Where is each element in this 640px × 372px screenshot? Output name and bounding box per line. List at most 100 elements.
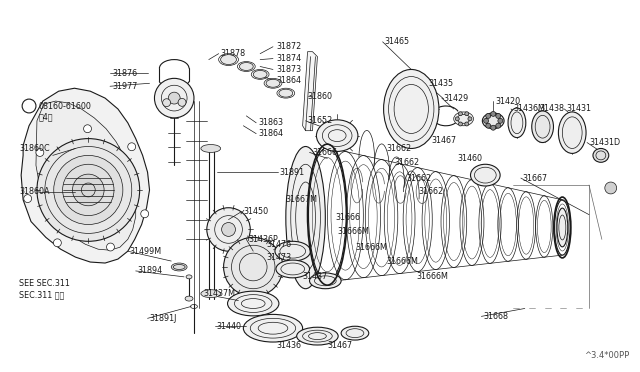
Text: B: B xyxy=(26,103,31,109)
Ellipse shape xyxy=(341,326,369,340)
Text: 31436M: 31436M xyxy=(513,105,545,113)
Text: 31864: 31864 xyxy=(276,76,301,85)
Polygon shape xyxy=(36,101,136,250)
Text: 31878: 31878 xyxy=(221,49,246,58)
Circle shape xyxy=(496,123,500,128)
Ellipse shape xyxy=(279,89,292,97)
Text: ^3.4*00PP: ^3.4*00PP xyxy=(584,352,629,360)
Ellipse shape xyxy=(316,120,358,151)
Text: 08160-61600: 08160-61600 xyxy=(39,102,92,110)
Ellipse shape xyxy=(532,111,554,142)
Circle shape xyxy=(54,155,123,225)
Circle shape xyxy=(168,92,180,104)
Circle shape xyxy=(24,195,31,202)
Text: 31860: 31860 xyxy=(308,92,333,101)
Text: 31874: 31874 xyxy=(276,54,301,63)
Text: 31667: 31667 xyxy=(523,174,548,183)
Text: 31666M: 31666M xyxy=(387,257,419,266)
Ellipse shape xyxy=(297,327,338,345)
Ellipse shape xyxy=(559,112,586,153)
Circle shape xyxy=(486,123,491,128)
Text: （4）: （4） xyxy=(39,112,53,121)
Polygon shape xyxy=(303,52,317,131)
Ellipse shape xyxy=(266,79,280,87)
Text: 31863: 31863 xyxy=(258,118,283,127)
Text: 31873: 31873 xyxy=(276,65,301,74)
Ellipse shape xyxy=(557,208,568,247)
Text: 31467: 31467 xyxy=(431,136,456,145)
Text: 31437M: 31437M xyxy=(204,289,236,298)
Circle shape xyxy=(163,99,170,107)
Text: 31436: 31436 xyxy=(276,341,301,350)
Text: 31431: 31431 xyxy=(566,105,591,113)
Text: 31666: 31666 xyxy=(335,213,360,222)
Ellipse shape xyxy=(243,314,303,342)
Circle shape xyxy=(84,125,92,133)
Ellipse shape xyxy=(186,275,192,279)
Ellipse shape xyxy=(172,263,187,271)
Text: 31891: 31891 xyxy=(280,168,305,177)
Circle shape xyxy=(154,78,194,118)
Ellipse shape xyxy=(228,291,279,316)
Circle shape xyxy=(484,118,488,123)
Text: 31894: 31894 xyxy=(138,266,163,275)
Ellipse shape xyxy=(483,113,504,129)
Circle shape xyxy=(498,118,503,123)
Text: 31465: 31465 xyxy=(385,37,410,46)
Text: 31473: 31473 xyxy=(266,253,291,262)
Text: 31431D: 31431D xyxy=(589,138,620,147)
Circle shape xyxy=(605,182,617,194)
Text: 31864: 31864 xyxy=(258,129,283,138)
Text: 31666: 31666 xyxy=(312,148,337,157)
Ellipse shape xyxy=(470,164,500,186)
Ellipse shape xyxy=(310,273,341,289)
Circle shape xyxy=(53,239,61,247)
Polygon shape xyxy=(21,88,150,263)
Circle shape xyxy=(223,237,283,296)
Ellipse shape xyxy=(185,296,193,301)
Circle shape xyxy=(141,210,148,218)
Circle shape xyxy=(207,208,250,251)
Text: 31438: 31438 xyxy=(540,105,564,113)
Circle shape xyxy=(37,139,140,241)
Text: 31420: 31420 xyxy=(495,97,520,106)
Text: 31476: 31476 xyxy=(266,240,291,249)
Text: 31499M: 31499M xyxy=(130,247,162,256)
Text: SEC.311 参照: SEC.311 参照 xyxy=(19,290,65,299)
Text: 31977: 31977 xyxy=(112,82,138,91)
Text: 31662: 31662 xyxy=(387,144,412,153)
Text: 31876: 31876 xyxy=(112,69,137,78)
Circle shape xyxy=(221,222,236,236)
Ellipse shape xyxy=(253,70,267,78)
Circle shape xyxy=(455,117,460,121)
Ellipse shape xyxy=(276,260,310,278)
Text: 31666M: 31666M xyxy=(355,243,387,252)
Text: 31666M: 31666M xyxy=(416,272,448,281)
Text: 31872: 31872 xyxy=(276,42,301,51)
Ellipse shape xyxy=(275,241,310,261)
Circle shape xyxy=(72,174,104,206)
Text: 31652: 31652 xyxy=(308,116,333,125)
Text: SEE SEC.311: SEE SEC.311 xyxy=(19,279,70,288)
Text: 31891J: 31891J xyxy=(150,314,177,323)
Circle shape xyxy=(128,143,136,151)
Ellipse shape xyxy=(286,147,325,289)
Text: 31662: 31662 xyxy=(418,187,444,196)
Circle shape xyxy=(178,99,186,106)
Ellipse shape xyxy=(383,70,439,148)
Text: 31662: 31662 xyxy=(406,174,431,183)
Ellipse shape xyxy=(221,55,236,64)
Circle shape xyxy=(491,125,496,130)
Ellipse shape xyxy=(201,144,221,153)
Text: 31668: 31668 xyxy=(483,312,508,321)
Text: 31440: 31440 xyxy=(217,322,242,331)
Text: 31450: 31450 xyxy=(243,207,268,216)
Text: 31662: 31662 xyxy=(394,158,420,167)
Ellipse shape xyxy=(239,62,253,70)
Text: 31460: 31460 xyxy=(458,154,483,163)
Text: 31667M: 31667M xyxy=(286,195,318,204)
Text: 31666M: 31666M xyxy=(337,227,369,236)
Text: 31437: 31437 xyxy=(303,272,328,281)
Circle shape xyxy=(465,112,468,116)
Ellipse shape xyxy=(508,108,526,138)
